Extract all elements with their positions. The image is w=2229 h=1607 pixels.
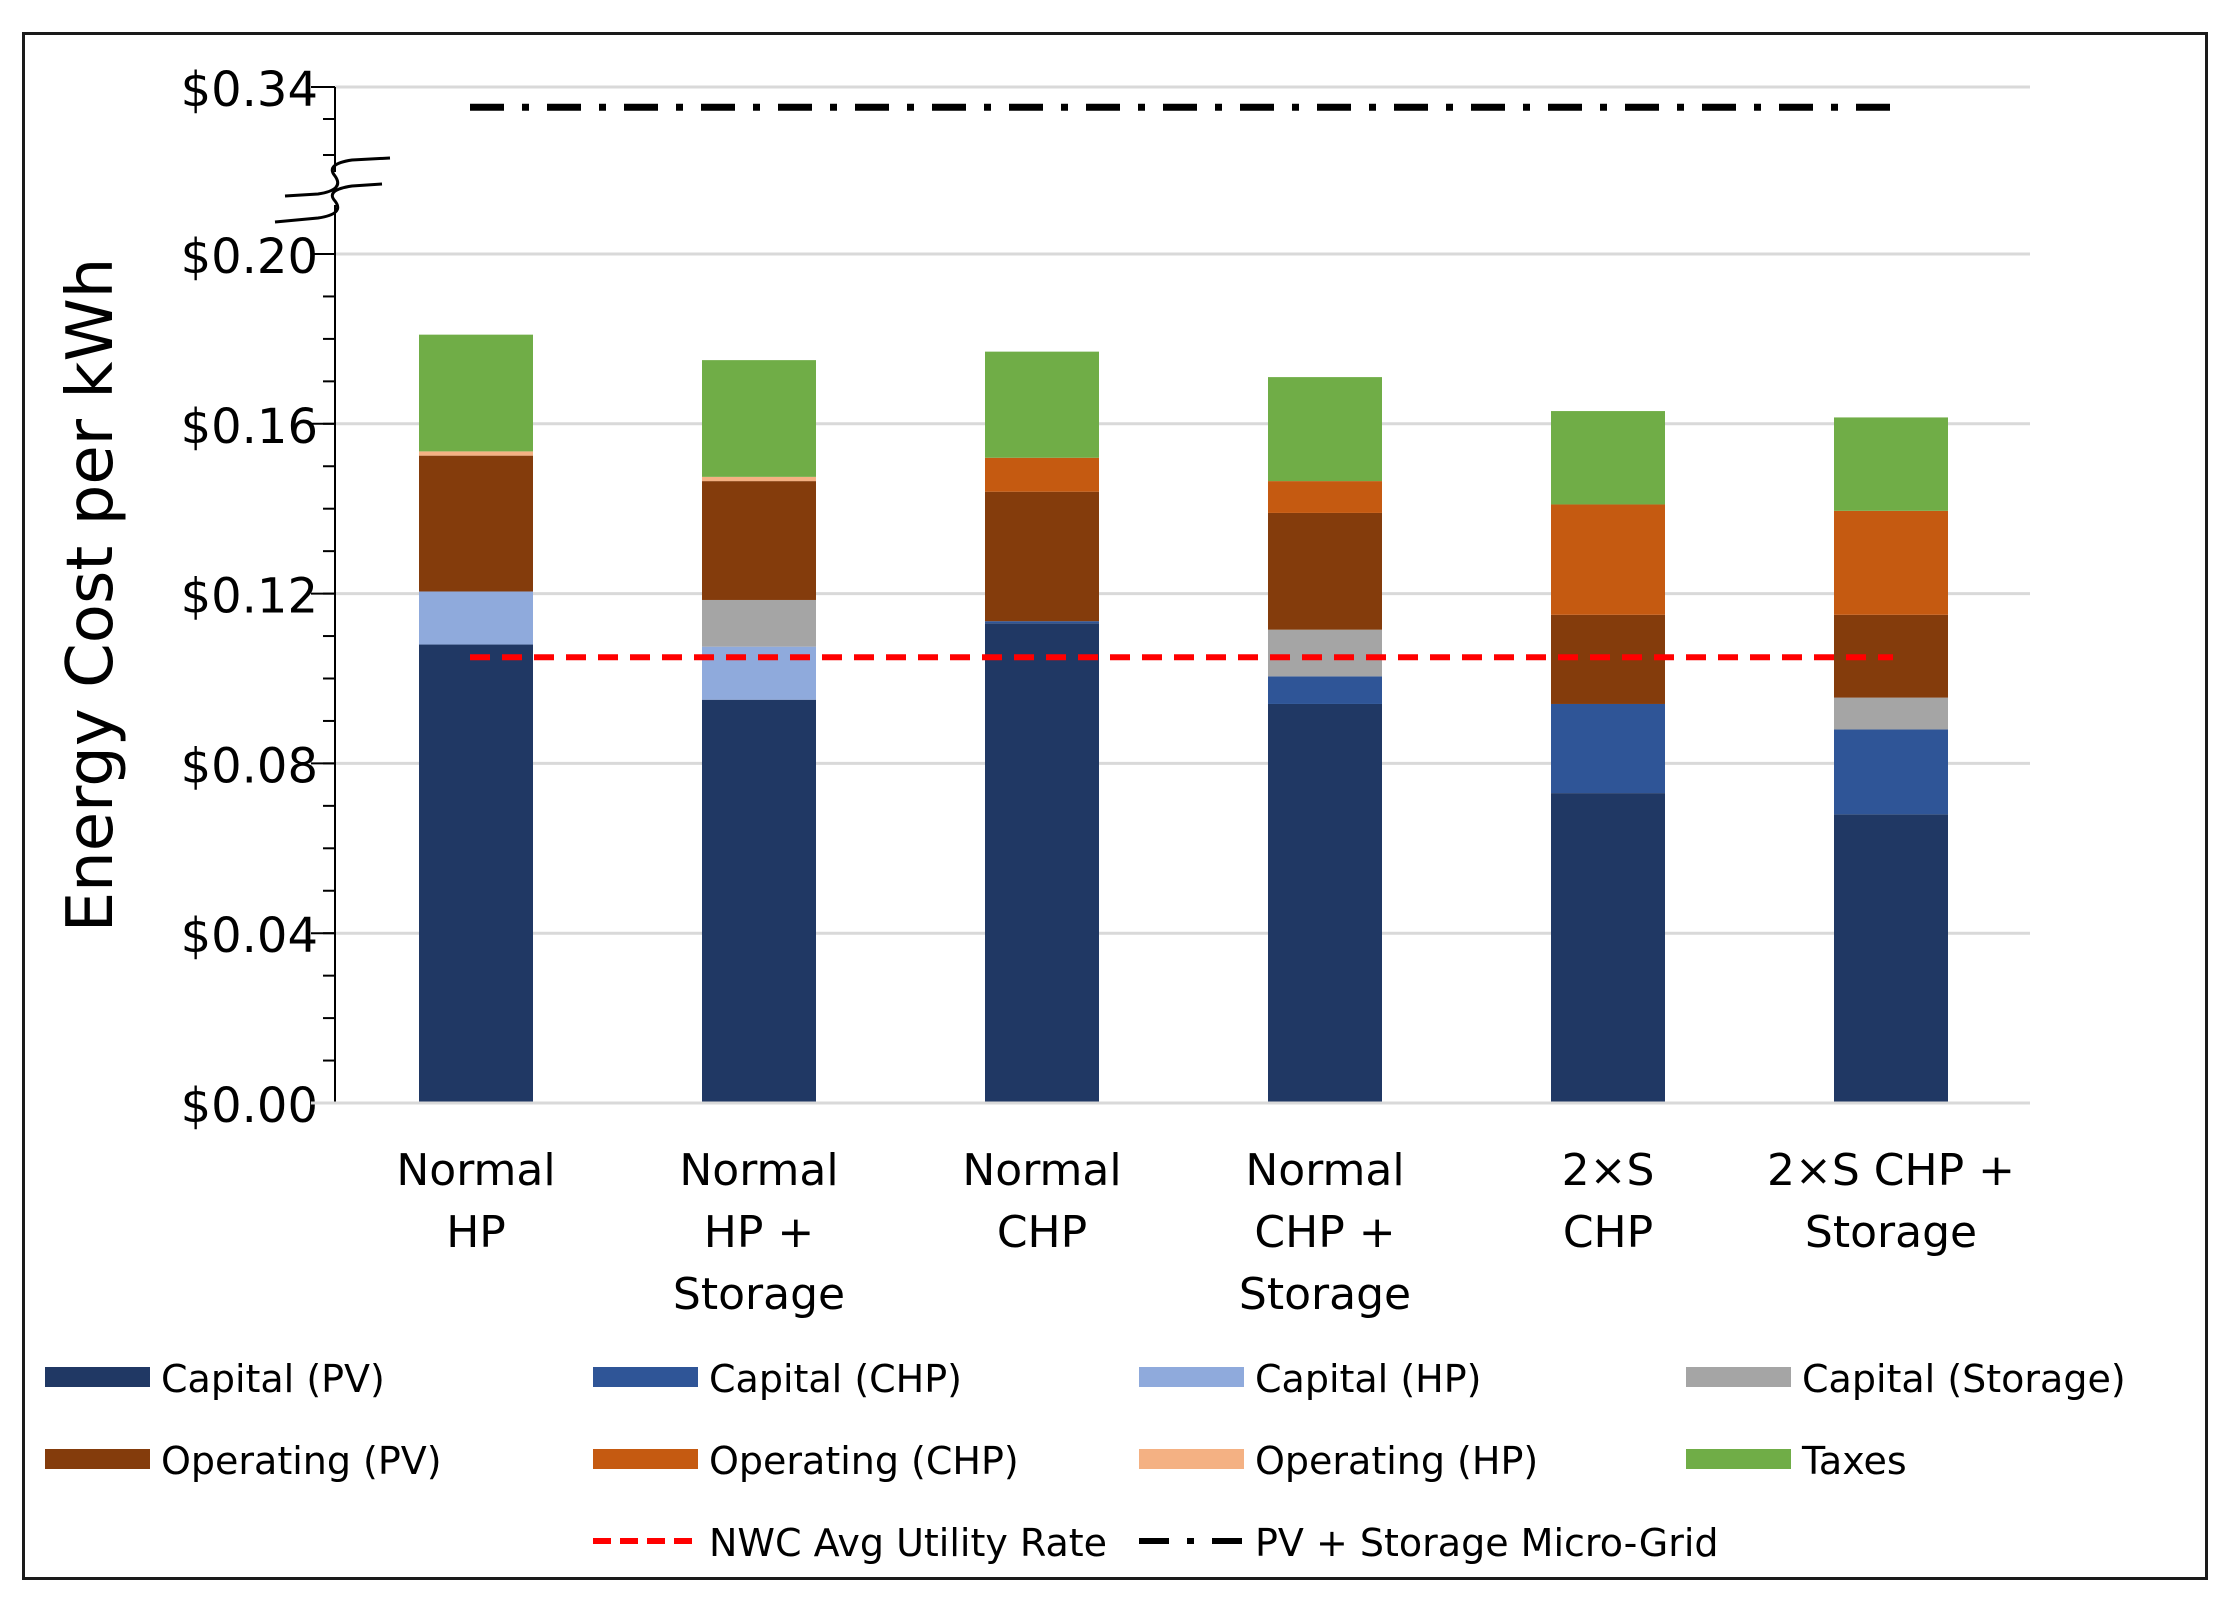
x-tick-label: 2×S CHP +: [1767, 1145, 2015, 1196]
bar-segment: [702, 699, 816, 1103]
bar-segment: [985, 351, 1099, 458]
bar-segment: [985, 491, 1099, 622]
legend-label: Capital (HP): [1255, 1357, 1481, 1401]
bar-segment: [985, 621, 1099, 624]
legend-label: NWC Avg Utility Rate: [709, 1521, 1107, 1565]
bar-segment: [419, 644, 533, 1103]
y-tick-label: $0.00: [181, 1078, 318, 1134]
legend-label: Operating (PV): [161, 1439, 442, 1483]
x-tick-label: Normal: [396, 1145, 555, 1196]
y-tick-label: $0.08: [181, 738, 318, 794]
bar-segment: [1268, 676, 1382, 704]
reference-lines: [470, 103, 1893, 661]
legend-swatch: [1139, 1367, 1244, 1387]
y-axis: $0.00 $0.04 $0.08 $0.12 $0.16 $0.20 $0.34: [181, 62, 2030, 1134]
bar-segment: [1268, 377, 1382, 482]
bar-segment: [1551, 793, 1665, 1103]
x-tick-label: HP: [446, 1207, 506, 1258]
bar-segment: [1834, 697, 1948, 730]
legend-label: Capital (Storage): [1802, 1357, 2126, 1401]
legend-label: Capital (CHP): [709, 1357, 962, 1401]
x-tick-label: 2×S: [1562, 1145, 1655, 1196]
bar-segment: [702, 360, 816, 477]
bar-segment: [419, 334, 533, 452]
legend-swatch: [45, 1367, 150, 1387]
bar-segment: [419, 451, 533, 456]
bar-segment: [1834, 417, 1948, 511]
x-tick-label: Normal: [679, 1145, 838, 1196]
x-tick-label: Normal: [1245, 1145, 1404, 1196]
legend-swatch: [45, 1449, 150, 1469]
y-tick-label: $0.16: [181, 399, 318, 455]
legend-label: Operating (CHP): [709, 1439, 1019, 1483]
legend-swatch: [1686, 1367, 1791, 1387]
y-axis-label: Energy Cost per kWh: [54, 258, 128, 933]
x-tick-label: HP +: [704, 1207, 814, 1258]
y-tick-label: $0.12: [181, 569, 318, 625]
y-tick-label: $0.34: [181, 62, 318, 118]
gridlines: [335, 85, 2030, 935]
legend-swatch: [1686, 1449, 1791, 1469]
x-tick-label: CHP: [997, 1207, 1087, 1258]
x-tick-label: Storage: [1239, 1269, 1411, 1320]
legend-swatch: [593, 1367, 698, 1387]
legend-swatch: [1139, 1449, 1244, 1469]
y-tick-label: $0.04: [181, 908, 318, 964]
legend-swatch: [593, 1449, 698, 1469]
x-tick-label: Normal: [962, 1145, 1121, 1196]
bar-segment: [702, 481, 816, 600]
bars: [419, 334, 1948, 1103]
bar-segment: [1551, 703, 1665, 794]
legend-label: Operating (HP): [1255, 1439, 1538, 1483]
axis-break-mark: [284, 156, 391, 198]
legend-label: Capital (PV): [161, 1357, 385, 1401]
x-tick-label: Storage: [1805, 1207, 1977, 1258]
bar-segment: [1834, 729, 1948, 815]
bar-segment: [702, 476, 816, 482]
bar-segment: [1268, 629, 1382, 677]
legend-label: PV + Storage Micro-Grid: [1255, 1521, 1719, 1565]
bar-segment: [1268, 481, 1382, 513]
bar-segment: [1268, 512, 1382, 630]
x-tick-label: Storage: [673, 1269, 845, 1320]
x-axis-labels: Normal HP Normal HP + Storage Normal CHP Normal…: [396, 1145, 2015, 1320]
legend: Capital (PV) Capital (CHP) Capital (HP) Cap…: [45, 1357, 2126, 1565]
bar-segment: [1551, 504, 1665, 615]
y-tick-label: $0.20: [181, 229, 318, 285]
bar-segment: [1834, 814, 1948, 1103]
x-tick-label: CHP: [1563, 1207, 1653, 1258]
bar-segment: [985, 623, 1099, 1103]
bar-segment: [1834, 510, 1948, 615]
bar-segment: [1551, 411, 1665, 505]
bar-segment: [1268, 703, 1382, 1103]
legend-label: Taxes: [1801, 1439, 1907, 1483]
bar-segment: [419, 455, 533, 592]
bar-segment: [419, 591, 533, 645]
axis-break-mark: [274, 182, 383, 224]
bar-segment: [702, 599, 816, 647]
x-tick-label: CHP +: [1254, 1207, 1395, 1258]
bar-segment: [985, 457, 1099, 492]
